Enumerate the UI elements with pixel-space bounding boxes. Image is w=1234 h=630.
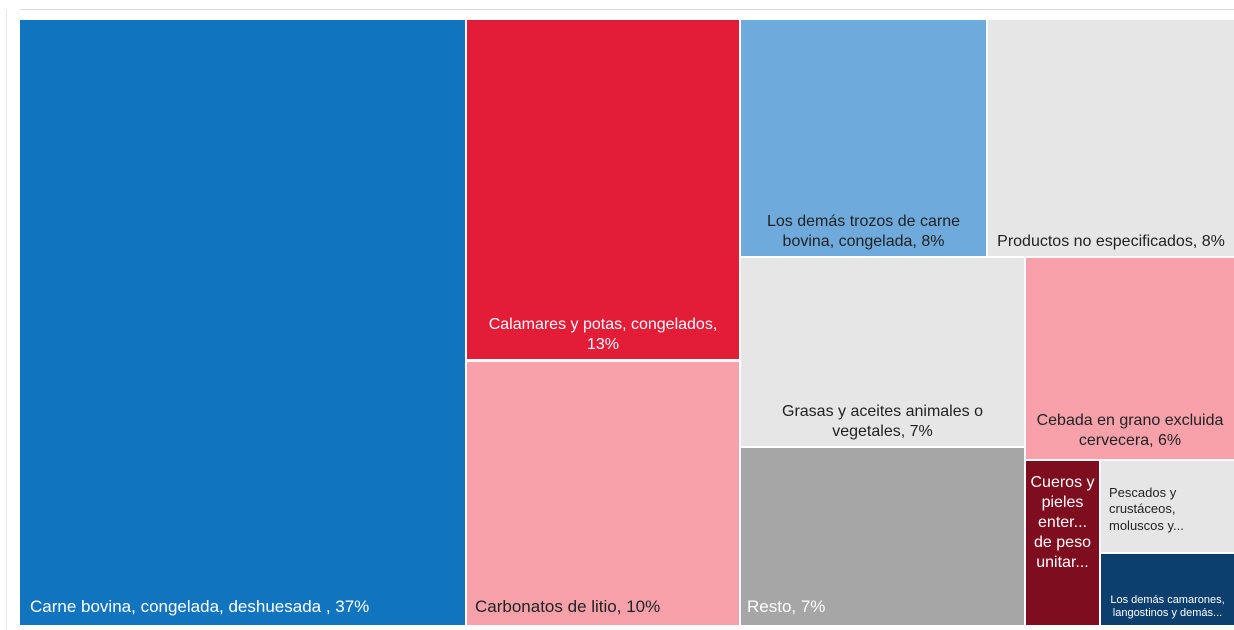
treemap-tile[interactable]: Carne bovina, congelada, deshuesada , 37… <box>20 20 465 625</box>
treemap-tile-label: Los demás camarones, langostinos y demás… <box>1110 593 1225 620</box>
treemap-tile-label: Calamares y potas, congelados, 13% <box>488 316 718 353</box>
treemap-tile-label: Grasas y aceites animales o vegetales, 7… <box>782 403 983 440</box>
treemap-tile-label: Resto, 7% <box>747 596 826 616</box>
treemap-tile-label: Cueros y pieles enter... de peso unitar.… <box>1030 474 1095 571</box>
treemap-tile-label: Carne bovina, congelada, deshuesada , 37… <box>30 596 370 616</box>
treemap-tile[interactable]: Calamares y potas, congelados, 13% <box>467 20 739 359</box>
clipped-header-text: ··· <box>0 0 40 4</box>
treemap-tile-label: Productos no especificados, 8% <box>997 233 1225 250</box>
top-divider <box>20 9 1234 10</box>
treemap-tile-label: Carbonatos de litio, 10% <box>475 596 661 616</box>
treemap-tile[interactable]: Pescados y crustáceos, moluscos y... <box>1101 461 1234 552</box>
treemap-tile[interactable]: Cueros y pieles enter... de peso unitar.… <box>1026 461 1099 625</box>
treemap-tile[interactable]: Resto, 7% <box>741 448 1024 625</box>
treemap-tile[interactable]: Cebada en grano excluida cervecera, 6% <box>1026 258 1234 459</box>
treemap-tile-label: Pescados y crustáceos, moluscos y... <box>1109 485 1184 533</box>
treemap-tile[interactable]: Los demás camarones, langostinos y demás… <box>1101 554 1234 625</box>
treemap-tile-label: Cebada en grano excluida cervecera, 6% <box>1036 412 1224 449</box>
treemap-tile[interactable]: Grasas y aceites animales o vegetales, 7… <box>741 258 1024 446</box>
treemap-tile-label: Los demás trozos de carne bovina, congel… <box>767 213 960 250</box>
left-divider <box>6 10 7 630</box>
treemap-tile[interactable]: Carbonatos de litio, 10% <box>467 362 739 625</box>
treemap-tile[interactable]: Los demás trozos de carne bovina, congel… <box>741 20 986 256</box>
treemap-tile[interactable]: Productos no especificados, 8% <box>988 20 1234 256</box>
